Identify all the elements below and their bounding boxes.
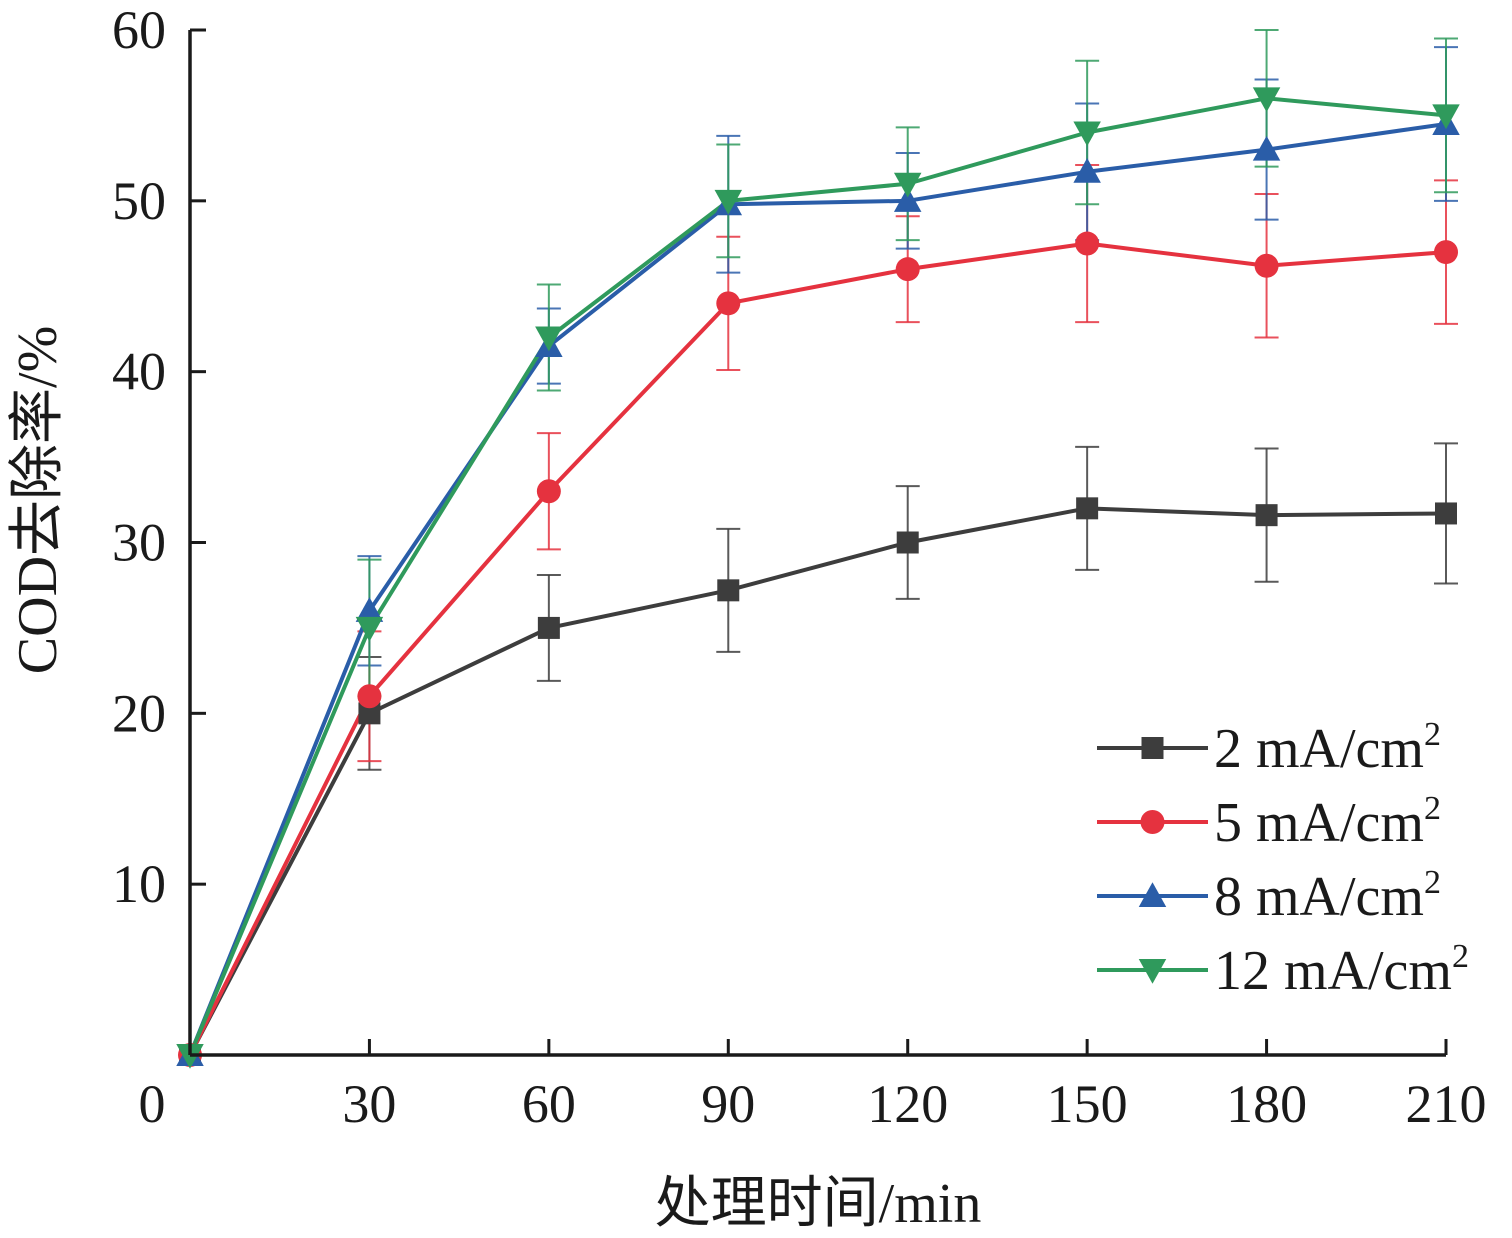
series-1-line (188, 506, 1447, 1056)
legend-item-4-marker (1138, 959, 1167, 984)
series-1-point (1255, 504, 1278, 527)
legend-item-1-marker (1141, 737, 1164, 759)
x-tick-label: 90 (701, 1074, 755, 1134)
series-2-point (895, 257, 920, 282)
series-4-point (1073, 121, 1101, 147)
legend-item-4-label: 12 mA/cm2 (1214, 938, 1469, 1002)
series-2-point (1434, 240, 1458, 265)
series-1-point (717, 579, 740, 602)
y-tick-label: 30 (112, 513, 166, 573)
series-4-point (1252, 87, 1281, 113)
series-3-point (355, 597, 384, 622)
y-tick-label: 10 (112, 854, 166, 914)
series-1-point (896, 531, 919, 554)
series-2-point (1254, 253, 1279, 278)
series-4-line (188, 96, 1447, 1056)
legend-item-2-marker (1140, 810, 1165, 834)
x-tick-label: 30 (342, 1074, 396, 1134)
y-tick-label: 20 (112, 683, 166, 743)
series-1-point (1435, 502, 1457, 525)
series-2-point (357, 684, 382, 709)
y-tick-label: 40 (112, 342, 166, 402)
x-tick-label: 210 (1406, 1074, 1487, 1134)
series-1-point (537, 616, 560, 639)
y-tick-label: 60 (112, 0, 166, 60)
legend-item-4: 12 mA/cm2 (1097, 938, 1469, 1002)
legend-item-2-label: 5 mA/cm2 (1214, 790, 1441, 854)
series-4-point (355, 616, 384, 642)
y-tick-label: 50 (112, 171, 166, 231)
series-3-point (1073, 158, 1101, 183)
legend-item-3-marker (1138, 882, 1167, 907)
series-3-line (188, 121, 1447, 1056)
series-2-point (536, 479, 561, 504)
series-2-line (188, 241, 1447, 1056)
series-4-point (893, 172, 922, 198)
x-tick-label: 60 (522, 1074, 576, 1134)
series-markers (176, 87, 1460, 1069)
series-4-point (1432, 104, 1460, 130)
error-bars (357, 29, 1458, 771)
legend-item-1: 2 mA/cm2 (1097, 716, 1441, 780)
series-4-point (714, 189, 743, 215)
series-4-point (535, 326, 563, 352)
legend-item-2: 5 mA/cm2 (1097, 790, 1441, 854)
series-3-point (893, 187, 922, 212)
tick-labels: 0 30 60 90 120 150 180 210 10 20 30 40 50 60 (112, 0, 1487, 1134)
legend-item-3-label: 8 mA/cm2 (1214, 864, 1441, 928)
legend-item-1-label: 2 mA/cm2 (1214, 716, 1441, 780)
series-lines (188, 96, 1447, 1056)
series-1-point (1076, 497, 1099, 520)
x-tick-label: 180 (1226, 1074, 1307, 1134)
x-axis-title: 处理时间/min (655, 1173, 982, 1233)
legend-item-3: 8 mA/cm2 (1097, 864, 1441, 928)
y-axis-title: COD去除率/% (7, 326, 69, 674)
axes (188, 28, 1448, 1057)
series-1-point (358, 702, 381, 725)
x-tick-label: 0 (139, 1074, 166, 1134)
x-tick-label: 120 (867, 1074, 948, 1134)
x-tick-label: 150 (1047, 1074, 1128, 1134)
legend: 2 mA/cm2 5 mA/cm2 8 mA/cm2 12 mA/cm2 (1097, 716, 1469, 1002)
series-2-point (1075, 231, 1100, 256)
series-3-point (1252, 135, 1281, 161)
series-2-point (716, 291, 741, 316)
